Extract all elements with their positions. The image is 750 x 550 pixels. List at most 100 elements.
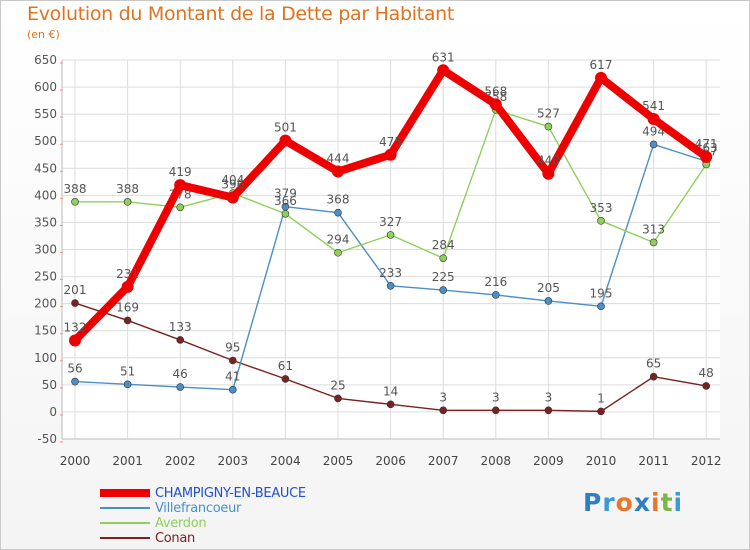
y-tick-label: 100 xyxy=(34,351,57,365)
data-label: 501 xyxy=(274,121,297,135)
x-tick-label: 2000 xyxy=(60,454,91,468)
data-label: 379 xyxy=(274,187,297,201)
data-label: 404 xyxy=(221,173,244,187)
y-tick-label: 200 xyxy=(34,297,57,311)
x-tick-label: 2011 xyxy=(638,454,669,468)
logo-letter: t xyxy=(660,488,674,517)
data-point xyxy=(595,71,607,84)
legend-swatch xyxy=(100,537,150,539)
data-label: 527 xyxy=(537,107,560,121)
data-label: 388 xyxy=(116,182,139,196)
y-tick-label: 400 xyxy=(34,188,57,202)
legend-label: Averdon xyxy=(155,516,207,531)
logo-letter: P xyxy=(583,488,603,517)
legend-label: Conan xyxy=(155,531,195,546)
data-point xyxy=(544,406,553,415)
logo-letter: x xyxy=(633,488,651,517)
data-point xyxy=(176,203,184,212)
data-label: 440 xyxy=(537,154,560,168)
legend-label: CHAMPIGNY-EN-BEAUCE xyxy=(155,486,306,501)
x-tick-label: 2002 xyxy=(165,454,196,468)
y-tick-label: 350 xyxy=(34,215,57,229)
data-label: 541 xyxy=(642,99,665,113)
y-tick-label: 50 xyxy=(42,378,57,392)
data-label: 475 xyxy=(379,135,402,149)
data-point xyxy=(71,377,79,386)
y-tick-label: 600 xyxy=(34,80,57,94)
data-label: 201 xyxy=(64,283,87,297)
legend-swatch xyxy=(100,489,150,497)
data-point xyxy=(71,299,79,307)
data-label: 56 xyxy=(67,362,82,376)
data-point xyxy=(649,238,658,247)
data-point xyxy=(597,217,605,225)
data-point xyxy=(384,148,397,161)
data-point xyxy=(439,406,448,415)
logo-letter: o xyxy=(615,488,634,517)
x-tick-label: 2003 xyxy=(218,454,249,468)
x-tick-label: 2005 xyxy=(323,454,354,468)
data-point xyxy=(649,140,658,149)
data-label: 51 xyxy=(120,364,135,378)
y-tick-label: 550 xyxy=(34,107,57,121)
data-point xyxy=(649,372,658,381)
chart-unit-label: (en €) xyxy=(27,28,60,41)
data-point xyxy=(439,254,448,262)
data-label: 195 xyxy=(590,286,613,300)
data-point xyxy=(71,198,79,206)
data-point xyxy=(123,380,132,389)
data-point xyxy=(332,165,344,178)
data-point xyxy=(542,167,555,180)
data-label: 95 xyxy=(225,340,240,354)
data-point xyxy=(491,291,500,299)
data-point xyxy=(439,286,448,294)
legend-swatch xyxy=(100,522,150,524)
y-tick-label: 0 xyxy=(49,405,57,419)
data-label: 14 xyxy=(383,384,398,398)
data-label: 3 xyxy=(545,390,553,404)
data-point xyxy=(123,198,132,206)
proxiti-logo: Proxiti xyxy=(583,488,683,517)
data-point xyxy=(281,375,290,383)
data-point xyxy=(334,394,342,403)
y-tick-label: 450 xyxy=(34,161,57,175)
x-tick-label: 2012 xyxy=(691,454,722,468)
data-label: 631 xyxy=(432,50,455,64)
logo-letter: i xyxy=(651,488,661,517)
data-label: 205 xyxy=(537,281,560,295)
data-point xyxy=(121,280,134,293)
data-label: 568 xyxy=(484,84,507,98)
data-point xyxy=(69,334,81,347)
data-label: 216 xyxy=(484,275,507,289)
data-label: 471 xyxy=(695,137,718,151)
y-tick-label: 150 xyxy=(34,324,57,338)
data-label: 133 xyxy=(169,320,192,334)
data-point xyxy=(334,208,342,217)
data-point xyxy=(229,356,237,365)
y-tick-label: 500 xyxy=(34,134,57,148)
data-label: 3 xyxy=(492,390,500,404)
data-point xyxy=(123,316,132,325)
data-label: 617 xyxy=(590,58,613,72)
data-point xyxy=(176,336,184,344)
data-point xyxy=(544,122,553,131)
data-label: 225 xyxy=(432,270,455,284)
legend-label: Villefrancoeur xyxy=(155,501,242,516)
y-tick-label: 250 xyxy=(34,270,57,284)
x-tick-label: 2006 xyxy=(375,454,406,468)
data-point xyxy=(597,407,605,416)
data-point xyxy=(226,191,239,204)
data-point xyxy=(700,150,713,163)
data-label: 388 xyxy=(64,182,87,196)
data-point xyxy=(229,385,237,394)
data-point xyxy=(334,248,342,257)
data-label: 25 xyxy=(330,378,345,392)
x-tick-label: 2007 xyxy=(428,454,459,468)
data-label: 368 xyxy=(327,193,350,207)
data-label: 233 xyxy=(379,266,402,280)
data-label: 327 xyxy=(379,215,402,229)
data-point xyxy=(702,382,711,390)
legend-swatch xyxy=(100,507,150,509)
chart-title: Evolution du Montant de la Dette par Hab… xyxy=(27,3,455,25)
